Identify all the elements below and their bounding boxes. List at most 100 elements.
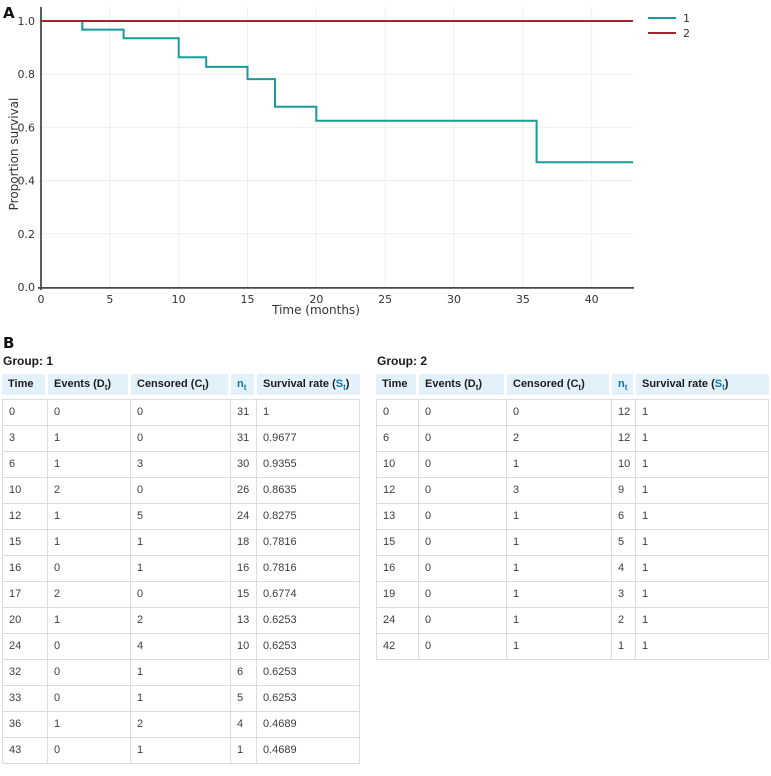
x-tick-label: 0 <box>38 293 45 306</box>
table-cell-n: 26 <box>231 478 257 504</box>
table-cell-survival: 0.7816 <box>257 556 360 582</box>
column-header-text: ) <box>581 378 585 390</box>
x-tick-label: 20 <box>309 293 323 306</box>
table-row: 24 0 1 2 1 <box>376 608 769 634</box>
table-cell-censored: 1 <box>507 634 612 660</box>
table-cell-events: 1 <box>48 530 131 556</box>
table-cell-censored: 5 <box>131 504 231 530</box>
table-cell-survival: 0.6253 <box>257 660 360 686</box>
survival-chart: 0 5 10 15 20 25 30 35 40 0.0 0.2 0.4 0.6 0.8 1.0 Time … <box>7 7 690 317</box>
table-cell-time: 43 <box>2 738 48 764</box>
x-tick-label: 10 <box>172 293 186 306</box>
column-header-text: Survival rate ( <box>642 378 715 390</box>
table-cell-survival: 1 <box>257 399 360 426</box>
table-row: 10 0 1 10 1 <box>376 452 769 478</box>
table-cell-time: 24 <box>376 608 419 634</box>
table-cell-time: 42 <box>376 634 419 660</box>
column-header-events: Events (Dt) <box>48 374 131 399</box>
table-cell-events: 0 <box>48 556 131 582</box>
table-cell-n: 30 <box>231 452 257 478</box>
table-cell-survival: 1 <box>636 504 769 530</box>
table-cell-events: 2 <box>48 478 131 504</box>
x-tick-label: 40 <box>585 293 599 306</box>
table-row: 16 0 1 4 1 <box>376 556 769 582</box>
table-cell-events: 0 <box>419 530 507 556</box>
table-cell-n: 9 <box>612 478 636 504</box>
table-cell-time: 10 <box>376 452 419 478</box>
table-row: 0 0 0 31 1 <box>2 399 360 426</box>
x-tick-label: 30 <box>447 293 461 306</box>
column-header-time: Time <box>2 374 48 399</box>
table-cell-n: 10 <box>612 452 636 478</box>
column-header-text: S <box>714 378 723 390</box>
table-row: 20 1 2 13 0.6253 <box>2 608 360 634</box>
table-cell-survival: 0.4689 <box>257 738 360 764</box>
table-cell-events: 0 <box>419 452 507 478</box>
column-header-text: ) <box>478 378 483 390</box>
table-cell-events: 1 <box>48 504 131 530</box>
table-row: 19 0 1 3 1 <box>376 582 769 608</box>
table-row: 12 1 5 24 0.8275 <box>2 504 360 530</box>
column-header-text: t <box>243 383 247 393</box>
column-header-text: t <box>578 383 582 393</box>
axes <box>38 7 634 290</box>
column-header-time: Time <box>376 374 419 399</box>
table-cell-time: 19 <box>376 582 419 608</box>
table-cell-time: 16 <box>376 556 419 582</box>
column-header-text: t <box>202 383 206 393</box>
table-row: 43 0 1 1 0.4689 <box>2 738 360 764</box>
table-cell-n: 10 <box>231 634 257 660</box>
table-cell-events: 1 <box>48 608 131 634</box>
table-cell-censored: 4 <box>131 634 231 660</box>
table-cell-censored: 0 <box>131 478 231 504</box>
table-cell-time: 13 <box>376 504 419 530</box>
table-cell-events: 1 <box>48 452 131 478</box>
table-cell-n: 3 <box>612 582 636 608</box>
table-cell-survival: 1 <box>636 582 769 608</box>
table-cell-time: 16 <box>2 556 48 582</box>
table-cell-events: 0 <box>419 399 507 426</box>
table-cell-censored: 1 <box>507 530 612 556</box>
table-row: 10 2 0 26 0.8635 <box>2 478 360 504</box>
panel-a: A 0 5 10 15 20 25 30 35 40 0.0 0.2 0.4 0.6 0.8 1.0 Tim… <box>0 0 771 332</box>
column-header-events: Events (Dt) <box>419 374 507 399</box>
table-cell-survival: 0.6774 <box>257 582 360 608</box>
column-header-text: Time <box>8 378 34 390</box>
table-cell-censored: 1 <box>131 530 231 556</box>
group-title: Group: 2 <box>377 354 427 368</box>
table-cell-survival: 1 <box>636 478 769 504</box>
table-cell-censored: 1 <box>507 556 612 582</box>
table-cell-survival: 0.4689 <box>257 712 360 738</box>
column-header-text: t <box>475 383 479 393</box>
table-cell-survival: 1 <box>636 608 769 634</box>
column-header-text: n <box>618 378 625 390</box>
table-cell-censored: 2 <box>131 608 231 634</box>
column-header-text: Censored (C <box>513 378 579 390</box>
group-title: Group: 1 <box>3 354 53 368</box>
table-cell-censored: 1 <box>131 686 231 712</box>
table-cell-events: 0 <box>48 660 131 686</box>
table-cell-censored: 2 <box>131 712 231 738</box>
table-cell-n: 6 <box>612 504 636 530</box>
y-tick-label: 0.2 <box>18 228 36 241</box>
table-cell-events: 0 <box>48 399 131 426</box>
table-cell-n: 12 <box>612 426 636 452</box>
legend-label-1: 1 <box>683 12 690 25</box>
table-row: 12 0 3 9 1 <box>376 478 769 504</box>
table-row: 15 1 1 18 0.7816 <box>2 530 360 556</box>
table-cell-censored: 0 <box>131 582 231 608</box>
legend-label-2: 2 <box>683 27 690 40</box>
table-cell-time: 24 <box>2 634 48 660</box>
table-cell-time: 12 <box>2 504 48 530</box>
table-cell-censored: 1 <box>507 608 612 634</box>
tick-labels: 0 5 10 15 20 25 30 35 40 0.0 0.2 0.4 0.6 0.8 1.0 <box>18 15 599 306</box>
x-tick-label: 5 <box>106 293 113 306</box>
column-header-text: Time <box>382 378 408 390</box>
table-cell-time: 12 <box>376 478 419 504</box>
table-cell-time: 0 <box>2 399 48 426</box>
table-cell-survival: 0.8635 <box>257 478 360 504</box>
table-cell-survival: 0.6253 <box>257 634 360 660</box>
x-tick-label: 25 <box>378 293 392 306</box>
table-cell-censored: 1 <box>131 660 231 686</box>
table-cell-time: 15 <box>376 530 419 556</box>
